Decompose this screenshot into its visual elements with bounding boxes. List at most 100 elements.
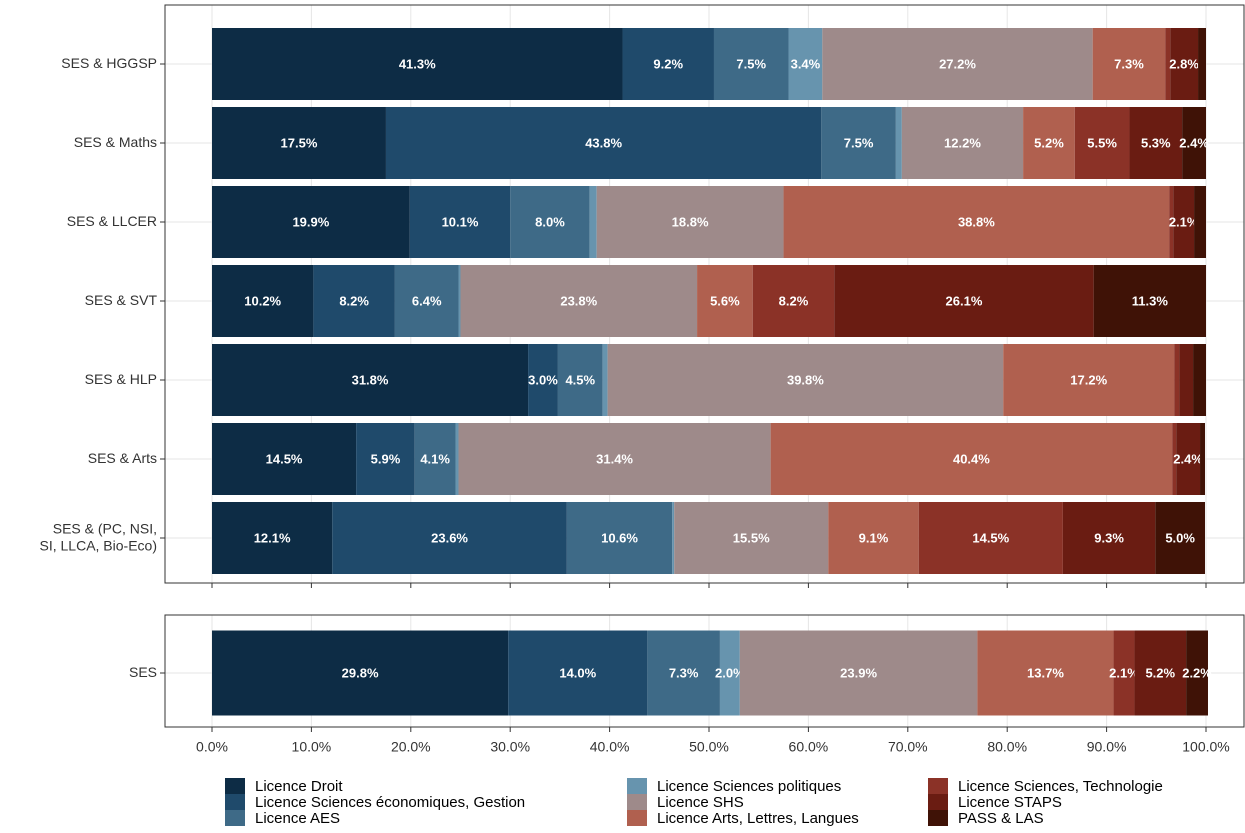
legend-label: Licence Sciences politiques [657,778,841,795]
x-tick-label: 60.0% [789,739,829,755]
bar-segment [821,107,896,179]
value-label: 5.3% [1141,135,1171,150]
value-label: 9.2% [653,56,683,71]
value-label: 9.1% [859,530,889,545]
bar-segment [647,630,720,716]
bar-segment [672,502,675,574]
x-tick-label: 30.0% [490,739,530,755]
bar-segment [212,344,529,416]
value-label: 2.2% [1182,665,1212,680]
bar-segment [313,265,395,337]
bar-segment [1165,28,1171,100]
bar-segment [901,107,1024,179]
bar-segment [1169,186,1174,258]
x-tick-label: 80.0% [987,739,1027,755]
legend-swatch [928,778,948,794]
bar-segment [1200,423,1206,495]
bar-segment [1092,28,1166,100]
value-label: 2.4% [1179,135,1209,150]
bar-segment [1198,28,1206,100]
value-label: 6.4% [412,293,442,308]
bar-segment [622,28,714,100]
bar-segment [458,265,461,337]
value-label: 23.8% [560,293,597,308]
legend-swatch [627,794,647,810]
legend-swatch [225,794,245,810]
value-label: 8.2% [779,293,809,308]
legend-label: Licence SHS [657,794,744,811]
bar-segment [739,630,978,716]
bar-segment [1003,344,1175,416]
value-label: 31.4% [596,451,633,466]
bar-segment [1186,630,1208,716]
bar-segment [414,423,456,495]
bar-segment [977,630,1114,716]
category-label: SES & (PC, NSI, SI, LLCA, Bio-Eco) [40,520,158,553]
bar-segment [1179,344,1194,416]
legend-label: PASS & LAS [958,810,1044,827]
value-label: 26.1% [946,293,983,308]
value-label: 2.8% [1169,56,1199,71]
bar-segment [596,186,784,258]
bar-segment [212,423,357,495]
x-tick-label: 0.0% [196,739,228,755]
bar-segment [212,186,410,258]
value-label: 2.1% [1109,665,1139,680]
bar-segment [1134,630,1187,716]
legend-swatch [225,778,245,794]
bar-segment [1155,502,1206,574]
value-label: 10.2% [244,293,281,308]
bar-segment [458,423,771,495]
value-label: 15.5% [733,530,770,545]
value-label: 2.0% [715,665,745,680]
bar-segment [212,265,314,337]
value-label: 43.8% [585,135,622,150]
bar-segment [557,344,603,416]
bar-segment [1113,630,1135,716]
bar-segment [212,107,386,179]
category-label: SES & Maths [74,134,157,150]
value-label: 5.6% [710,293,740,308]
bar-segment [1172,423,1177,495]
x-tick-label: 90.0% [1087,739,1127,755]
value-label: 5.0% [1165,530,1195,545]
bar-segment [918,502,1063,574]
x-tick-label: 10.0% [292,739,332,755]
bar-segment [1074,107,1130,179]
bar-segment [834,265,1094,337]
bar-segment [607,344,1004,416]
value-label: 5.2% [1145,665,1175,680]
x-tick-label: 70.0% [888,739,928,755]
value-label: 19.9% [292,214,329,229]
bar-segment [674,502,829,574]
value-label: 29.8% [342,665,379,680]
value-label: 23.6% [431,530,468,545]
bar-segment [212,502,333,574]
value-label: 8.0% [535,214,565,229]
bar-segment [1023,107,1075,179]
x-tick-label: 20.0% [391,739,431,755]
bar-segment [1170,28,1199,100]
bar-segment [409,186,511,258]
value-label: 23.9% [840,665,877,680]
value-label: 17.2% [1070,372,1107,387]
legend-label: Licence Arts, Lettres, Langues [657,810,859,827]
bar-segment [895,107,902,179]
bar-segment [455,423,459,495]
legend-label: Licence AES [255,810,340,827]
value-label: 10.1% [442,214,479,229]
x-tick-label: 50.0% [689,739,729,755]
legend-swatch [225,810,245,826]
value-label: 13.7% [1027,665,1064,680]
value-label: 3.0% [528,372,558,387]
category-label: SES & HGGSP [61,55,157,71]
bar-segment [510,186,590,258]
bar-segment [752,265,835,337]
bar-segment [783,186,1170,258]
value-label: 8.2% [339,293,369,308]
category-label: SES & Arts [88,450,157,466]
bar-segment [460,265,698,337]
value-label: 39.8% [787,372,824,387]
bar-segment [822,28,1093,100]
legend-swatch [928,810,948,826]
